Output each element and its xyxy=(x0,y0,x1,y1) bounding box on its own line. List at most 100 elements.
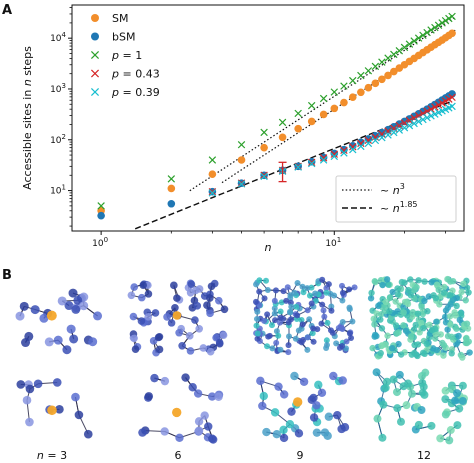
point-p-0-39 xyxy=(400,124,409,132)
point-p-1 xyxy=(445,14,453,23)
point-p-1 xyxy=(405,40,414,48)
structure-captions: n = 3 6 9 12 xyxy=(37,449,431,462)
point-sm xyxy=(348,93,357,101)
x-tick-label: 100 xyxy=(92,236,108,249)
point-p-0-39 xyxy=(378,133,386,142)
structures-panel xyxy=(15,275,473,445)
point-p-0-39 xyxy=(260,172,268,181)
point-p-0-43 xyxy=(208,187,217,196)
series-sm xyxy=(97,29,456,215)
legend-entry-p-0-43: p = 0.43 xyxy=(90,68,160,81)
legend-label: p = 0.39 xyxy=(111,86,160,99)
point-p-0-43 xyxy=(349,142,357,151)
point-p-1 xyxy=(419,31,427,40)
legend-marker xyxy=(90,69,100,78)
structure-top-3 xyxy=(252,276,358,356)
point-bsm xyxy=(348,142,357,150)
series-p-0-43 xyxy=(208,93,456,196)
point-p-1 xyxy=(307,101,316,110)
structure-bottom-4 xyxy=(372,368,468,445)
point-sm xyxy=(319,110,328,119)
structure-top-1 xyxy=(15,288,103,355)
point-p-0-39 xyxy=(371,136,380,145)
point-p-0-39 xyxy=(307,159,316,168)
axis-ticks: 100 101 101 102 103 104 xyxy=(50,7,446,249)
point-sm xyxy=(167,184,176,193)
legend-series: SM bSM p = 1 p = 0.43 p = 0.39 xyxy=(90,12,160,99)
caption-2: 6 xyxy=(175,449,182,462)
point-bsm xyxy=(371,131,380,140)
x-tick-label: 101 xyxy=(325,236,341,249)
point-p-0-39 xyxy=(390,128,398,137)
point-p-0-39 xyxy=(294,163,302,171)
point-p-1 xyxy=(400,43,409,52)
point-p-0-39 xyxy=(357,142,365,151)
point-sm xyxy=(357,88,365,97)
point-p-0-43 xyxy=(307,158,316,167)
point-p-1 xyxy=(441,16,450,25)
legend-marker xyxy=(90,50,100,60)
point-p-0-43 xyxy=(371,133,380,141)
y-axis-label-text: Accessible sites in n steps xyxy=(21,46,34,190)
series-p-1 xyxy=(97,12,456,210)
point-p-1 xyxy=(278,118,287,127)
point-p-0-43 xyxy=(427,105,435,113)
point-sm xyxy=(208,170,217,179)
x-axis-label: n xyxy=(265,241,272,254)
point-p-1 xyxy=(357,71,365,80)
point-bsm xyxy=(364,135,373,143)
legend-fits-box xyxy=(335,175,457,223)
point-sm xyxy=(448,29,456,38)
point-p-0-39 xyxy=(414,117,423,126)
point-p-1 xyxy=(97,202,105,210)
point-p-1 xyxy=(330,88,339,96)
point-p-0-39 xyxy=(395,126,404,134)
point-p-0-39 xyxy=(384,131,392,139)
legend-marker xyxy=(90,87,100,97)
point-p-1 xyxy=(237,140,246,149)
caption-3: 9 xyxy=(297,449,304,462)
panel-a-letter: A xyxy=(2,3,12,18)
point-sm xyxy=(340,98,348,107)
legend-fit-label: ~ n1.85 xyxy=(380,200,418,215)
point-p-1 xyxy=(434,21,443,29)
point-p-0-43 xyxy=(340,146,348,155)
point-p-0-39 xyxy=(410,119,418,128)
point-p-0-43 xyxy=(357,139,365,148)
caption-4: 12 xyxy=(417,449,431,462)
legend-label: p = 1 xyxy=(111,49,142,62)
point-p-1 xyxy=(395,47,404,55)
y-tick-label: 104 xyxy=(50,31,66,44)
point-p-1 xyxy=(423,28,431,37)
point-sm xyxy=(278,133,287,142)
point-bsm xyxy=(384,125,392,134)
point-bsm xyxy=(97,211,105,220)
legend-label: p = 0.43 xyxy=(111,68,160,81)
point-p-0-39 xyxy=(448,102,456,111)
point-p-0-43 xyxy=(260,171,268,180)
legend-entry-sm: SM xyxy=(91,12,128,25)
point-p-0-43 xyxy=(438,99,446,107)
point-p-0-39 xyxy=(364,139,373,148)
point-sm xyxy=(371,79,380,88)
point-p-1 xyxy=(340,82,348,90)
point-p-1 xyxy=(431,23,439,32)
plot-frame xyxy=(71,4,465,232)
series-p-0-39 xyxy=(208,102,456,197)
point-p-0-43 xyxy=(319,154,328,162)
data-marks xyxy=(97,12,456,220)
point-p-0-43 xyxy=(448,93,456,102)
point-p-0-43 xyxy=(364,136,373,144)
point-p-1 xyxy=(319,94,328,103)
point-sm xyxy=(378,75,386,84)
point-p-1 xyxy=(414,34,423,42)
legend-fits: ~ n3 ~ n1.85 xyxy=(335,175,457,223)
point-p-0-39 xyxy=(349,145,357,154)
point-p-1 xyxy=(349,76,357,85)
point-sm xyxy=(364,83,373,92)
point-p-0-39 xyxy=(340,149,348,157)
point-p-1 xyxy=(167,175,176,183)
point-p-1 xyxy=(208,156,217,164)
point-p-0-39 xyxy=(319,156,328,164)
structure-bottom-1 xyxy=(16,378,93,439)
